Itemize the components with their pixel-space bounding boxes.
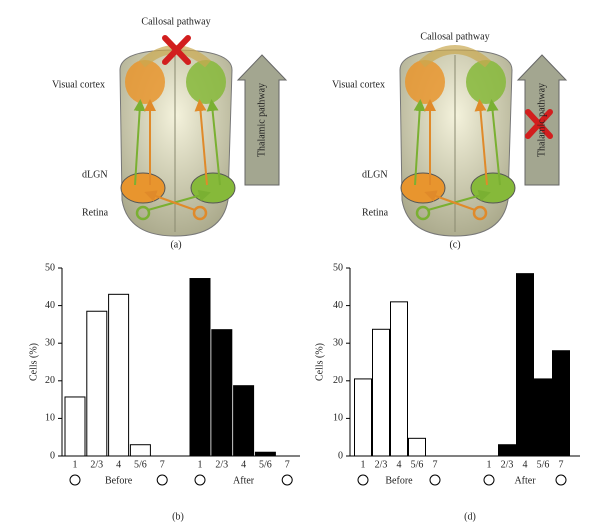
x-tick-label: 2/3 bbox=[215, 459, 228, 470]
x-tick-label: 1 bbox=[487, 459, 492, 470]
eye-icon bbox=[194, 474, 206, 486]
x-tick-label: 2/3 bbox=[375, 459, 388, 470]
label: Thalamic pathway bbox=[536, 83, 547, 157]
bar bbox=[498, 444, 516, 457]
bar bbox=[390, 301, 408, 457]
x-tick-label: 7 bbox=[559, 459, 564, 470]
x-tick-label: 5/6 bbox=[537, 459, 550, 470]
bar bbox=[408, 437, 426, 457]
x-tick-label: 1 bbox=[361, 459, 366, 470]
x-tick-label: 4 bbox=[241, 459, 246, 470]
y-tick-label: 0 bbox=[50, 450, 55, 461]
y-axis-label: Cells (%) bbox=[314, 343, 325, 381]
bar bbox=[552, 350, 570, 457]
block-x bbox=[525, 109, 553, 139]
y-tick-label: 20 bbox=[333, 375, 343, 386]
x-tick-label: 5/6 bbox=[259, 459, 272, 470]
label: dLGN bbox=[82, 169, 108, 180]
bar bbox=[516, 273, 534, 457]
x-tick-label: 2/3 bbox=[501, 459, 514, 470]
group-label: After bbox=[514, 475, 536, 486]
panel-label: (b) bbox=[172, 511, 184, 522]
bar bbox=[233, 385, 255, 457]
x-tick-label: 4 bbox=[523, 459, 528, 470]
panel-label: (d) bbox=[464, 511, 476, 522]
panel-label: (a) bbox=[170, 239, 181, 250]
y-tick-label: 50 bbox=[333, 262, 343, 273]
y-tick-label: 10 bbox=[333, 413, 343, 424]
x-tick-label: 7 bbox=[160, 459, 165, 470]
eye-icon bbox=[483, 474, 495, 486]
label: dLGN bbox=[362, 169, 388, 180]
y-tick-label: 30 bbox=[333, 337, 343, 348]
eye-icon bbox=[429, 474, 441, 486]
bar bbox=[211, 329, 233, 457]
label: Retina bbox=[362, 207, 389, 218]
label: Callosal pathway bbox=[420, 31, 489, 42]
bar bbox=[354, 378, 372, 457]
label: Retina bbox=[82, 207, 109, 218]
panel-label: (c) bbox=[449, 239, 460, 250]
y-tick-label: 50 bbox=[45, 262, 55, 273]
x-tick-label: 4 bbox=[397, 459, 402, 470]
eye-icon bbox=[281, 474, 293, 486]
x-tick-label: 7 bbox=[433, 459, 438, 470]
bar-chart: 0 10 20 30 40 50 Cells (%) 1 2/3 4 5/6 7 Before 1 2/3 4… bbox=[314, 262, 580, 522]
bar bbox=[86, 310, 108, 457]
x-tick-label: 2/3 bbox=[90, 459, 103, 470]
label: Visual cortex bbox=[332, 79, 385, 90]
eye-icon bbox=[555, 474, 567, 486]
x-tick-label: 1 bbox=[73, 459, 78, 470]
bar bbox=[254, 451, 276, 457]
bar-chart: 0 10 20 30 40 50 Cells (%) 1 2/3 4 5/6 7 Before 1 2/3 4… bbox=[28, 262, 300, 522]
eye-icon bbox=[69, 474, 81, 486]
diagram-a: Callosal pathway Visual cortex Thalamic … bbox=[52, 16, 286, 250]
y-tick-label: 20 bbox=[45, 375, 55, 386]
y-axis-label: Cells (%) bbox=[28, 343, 39, 381]
group-label: After bbox=[233, 475, 255, 486]
label: Thalamic pathway bbox=[256, 83, 267, 157]
diagram-c: Callosal pathway Visual cortex Thalamic … bbox=[332, 31, 566, 250]
x-tick-label: 5/6 bbox=[134, 459, 147, 470]
eye-icon bbox=[156, 474, 168, 486]
group-label: Before bbox=[105, 475, 133, 486]
y-tick-label: 40 bbox=[45, 300, 55, 311]
x-tick-label: 7 bbox=[285, 459, 290, 470]
bar bbox=[372, 328, 390, 457]
bar bbox=[534, 378, 552, 457]
bar bbox=[189, 278, 211, 457]
block-x bbox=[162, 35, 191, 65]
x-tick-label: 5/6 bbox=[411, 459, 424, 470]
bar bbox=[64, 396, 86, 457]
y-tick-label: 10 bbox=[45, 413, 55, 424]
eye-icon bbox=[357, 474, 369, 486]
bar bbox=[108, 293, 130, 457]
x-tick-label: 4 bbox=[116, 459, 121, 470]
label: Callosal pathway bbox=[141, 16, 210, 27]
y-tick-label: 40 bbox=[333, 300, 343, 311]
bar bbox=[129, 444, 151, 457]
x-tick-label: 1 bbox=[198, 459, 203, 470]
label: Visual cortex bbox=[52, 79, 105, 90]
group-label: Before bbox=[385, 475, 413, 486]
y-tick-label: 30 bbox=[45, 337, 55, 348]
y-tick-label: 0 bbox=[338, 450, 343, 461]
